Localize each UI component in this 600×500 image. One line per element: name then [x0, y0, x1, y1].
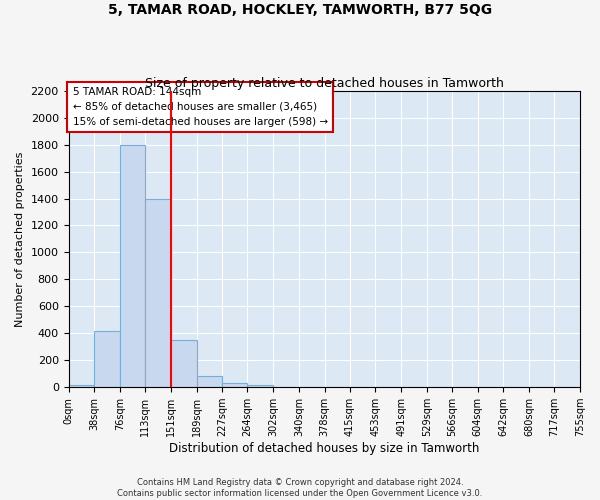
Text: 5, TAMAR ROAD, HOCKLEY, TAMWORTH, B77 5QG: 5, TAMAR ROAD, HOCKLEY, TAMWORTH, B77 5Q…	[108, 2, 492, 16]
Text: Contains HM Land Registry data © Crown copyright and database right 2024.
Contai: Contains HM Land Registry data © Crown c…	[118, 478, 482, 498]
Title: Size of property relative to detached houses in Tamworth: Size of property relative to detached ho…	[145, 76, 504, 90]
Bar	[247, 385, 273, 387]
Bar	[94, 330, 120, 387]
Y-axis label: Number of detached properties: Number of detached properties	[15, 152, 25, 326]
Bar	[145, 198, 171, 387]
Text: 5 TAMAR ROAD: 144sqm
← 85% of detached houses are smaller (3,465)
15% of semi-de: 5 TAMAR ROAD: 144sqm ← 85% of detached h…	[73, 87, 328, 126]
Bar	[197, 376, 223, 387]
Bar	[223, 382, 247, 387]
Bar	[171, 340, 197, 387]
Bar	[120, 144, 145, 387]
X-axis label: Distribution of detached houses by size in Tamworth: Distribution of detached houses by size …	[169, 442, 479, 455]
Bar	[68, 385, 94, 387]
